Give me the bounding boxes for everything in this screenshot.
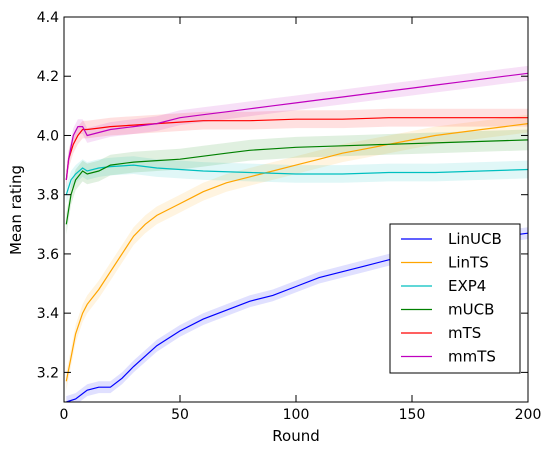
legend-label-linucb: LinUCB: [448, 230, 502, 248]
band-mmts: [66, 65, 528, 188]
band-lints: [66, 114, 528, 391]
axis-ticks: 0 50 100 150 200 3.2 3.4 3.6 3.8 4.0 4.2 4.4: [37, 10, 542, 423]
y-tick-label: 4.4: [37, 10, 59, 26]
series-line-exp4: [65, 164, 528, 195]
y-axis-label: Mean rating: [7, 165, 25, 255]
x-tick-label: 100: [283, 407, 310, 423]
y-tick-label: 3.8: [37, 188, 59, 204]
legend-box: [389, 223, 521, 374]
legend: LinUCB LinTS EXP4 mUCB mTS mmTS: [389, 223, 521, 374]
band-mts: [66, 108, 528, 189]
series-lines: [65, 72, 528, 402]
x-tick-label: 50: [171, 407, 189, 423]
band-mucb: [66, 129, 528, 235]
x-tick-label: 0: [60, 407, 69, 423]
series-line-mucb: [65, 139, 528, 225]
legend-label-mucb: mUCB: [448, 301, 494, 319]
y-tick-label: 4.0: [37, 128, 59, 144]
band-exp4: [66, 156, 528, 204]
y-tick-label: 3.2: [37, 365, 59, 381]
x-tick-label: 150: [399, 407, 426, 423]
series-line-lints: [65, 123, 528, 382]
y-tick-label: 3.4: [37, 306, 59, 322]
legend-label-lints: LinTS: [448, 254, 489, 272]
x-tick-label: 200: [515, 407, 542, 423]
legend-label-mts: mTS: [448, 324, 481, 342]
y-tick-label: 3.6: [37, 247, 59, 263]
y-tick-label: 4.2: [37, 69, 59, 85]
legend-label-exp4: EXP4: [448, 277, 486, 295]
series-line-mmts: [65, 72, 528, 180]
legend-label-mmts: mmTS: [448, 348, 496, 366]
x-axis-label: Round: [272, 427, 319, 445]
